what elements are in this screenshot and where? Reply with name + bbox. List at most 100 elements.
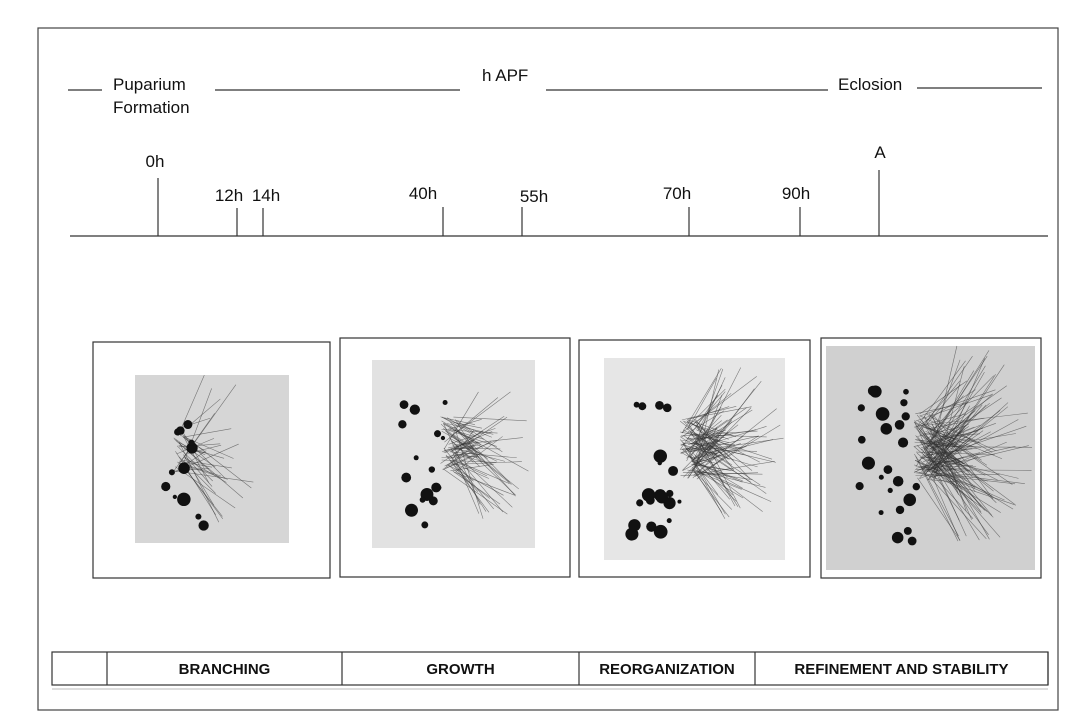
neurite [451, 450, 513, 508]
cell-body [887, 487, 893, 494]
neurite [926, 445, 962, 473]
neurite [687, 388, 755, 479]
neurite [696, 428, 734, 461]
neurite [448, 465, 490, 499]
neurite [919, 456, 988, 482]
neurite [917, 360, 966, 426]
cell-body [188, 439, 195, 446]
cell-body [409, 404, 421, 415]
neurite [681, 448, 737, 502]
neurite [696, 449, 719, 457]
cell-body [428, 466, 436, 473]
micrograph-detail [855, 345, 1033, 546]
neurite [450, 448, 480, 514]
neurite [929, 359, 961, 444]
neurite [440, 416, 492, 438]
neurite [187, 398, 221, 428]
neurite [450, 456, 487, 512]
cell-body [892, 475, 904, 487]
cell-body [176, 426, 185, 435]
cell-body [895, 505, 905, 515]
neurite [176, 445, 213, 482]
phase-cells: BRANCHING GROWTH REORGANIZATION REFINEMENT … [106, 652, 1049, 685]
neurite [933, 447, 986, 476]
cell-body [195, 513, 202, 520]
neurite [683, 435, 767, 494]
neurite [181, 459, 232, 469]
neurite [916, 446, 1016, 469]
cell-body [419, 496, 426, 503]
neurite [694, 419, 741, 509]
neurite [188, 473, 223, 517]
micrograph-detail [398, 391, 529, 529]
neurite [921, 426, 969, 460]
neurite [916, 451, 995, 456]
neurite [694, 470, 742, 490]
neurite [683, 407, 752, 478]
neurite [926, 385, 1007, 443]
neurite [178, 444, 225, 459]
cell-body [655, 491, 669, 504]
neurite [692, 469, 733, 510]
neurite [916, 393, 994, 463]
cell-body [875, 407, 890, 421]
neurite [695, 453, 728, 464]
neurite [451, 434, 488, 459]
cell-body [903, 388, 909, 395]
neurite [694, 443, 719, 447]
neurite [443, 431, 493, 453]
neurite [178, 442, 220, 523]
neurite [928, 460, 977, 468]
neurite [695, 429, 757, 441]
cell-body [178, 462, 190, 474]
cell-body [636, 499, 644, 507]
neurite [446, 417, 474, 434]
neurite [443, 391, 479, 450]
micrograph-detail [161, 375, 254, 531]
neurite [680, 472, 758, 476]
phase-label: BRANCHING [179, 661, 271, 678]
neurite [691, 423, 729, 440]
neurite [697, 384, 723, 432]
neurite [913, 446, 961, 487]
cell-body [878, 474, 884, 480]
neurite [177, 375, 205, 437]
neurite [695, 368, 724, 446]
neurite [918, 380, 961, 431]
neurite [682, 441, 726, 515]
neurite [454, 416, 508, 453]
neurite [186, 457, 213, 487]
cell-body [883, 465, 893, 474]
neurite [931, 413, 957, 444]
cell-body [907, 536, 917, 546]
neurite [930, 428, 1013, 485]
neurite [914, 413, 967, 428]
micrograph-detail [625, 367, 784, 541]
neurite [443, 447, 494, 510]
neurite [452, 434, 475, 449]
neurite [453, 416, 527, 422]
neurite [182, 428, 232, 438]
neurite [921, 420, 990, 540]
neurite [687, 378, 717, 430]
timeline-label: 70h [663, 184, 691, 203]
neurite [692, 451, 720, 479]
neurite [453, 421, 483, 429]
cell-body [168, 469, 175, 476]
cell-body [897, 437, 909, 448]
cell-body [912, 482, 921, 491]
cell-body [431, 482, 442, 493]
cell-body [633, 401, 640, 408]
neurite [929, 375, 994, 442]
neurite [449, 415, 505, 453]
neurite [681, 376, 757, 434]
neurite [929, 404, 987, 465]
cell-body [413, 455, 419, 461]
neurite [934, 461, 962, 463]
cell-body [668, 465, 679, 476]
phase-label: REORGANIZATION [599, 661, 735, 678]
eclosion-label: Eclosion [838, 75, 902, 94]
neurite [696, 460, 775, 475]
cell-body [666, 518, 672, 524]
cell-body [172, 494, 177, 500]
